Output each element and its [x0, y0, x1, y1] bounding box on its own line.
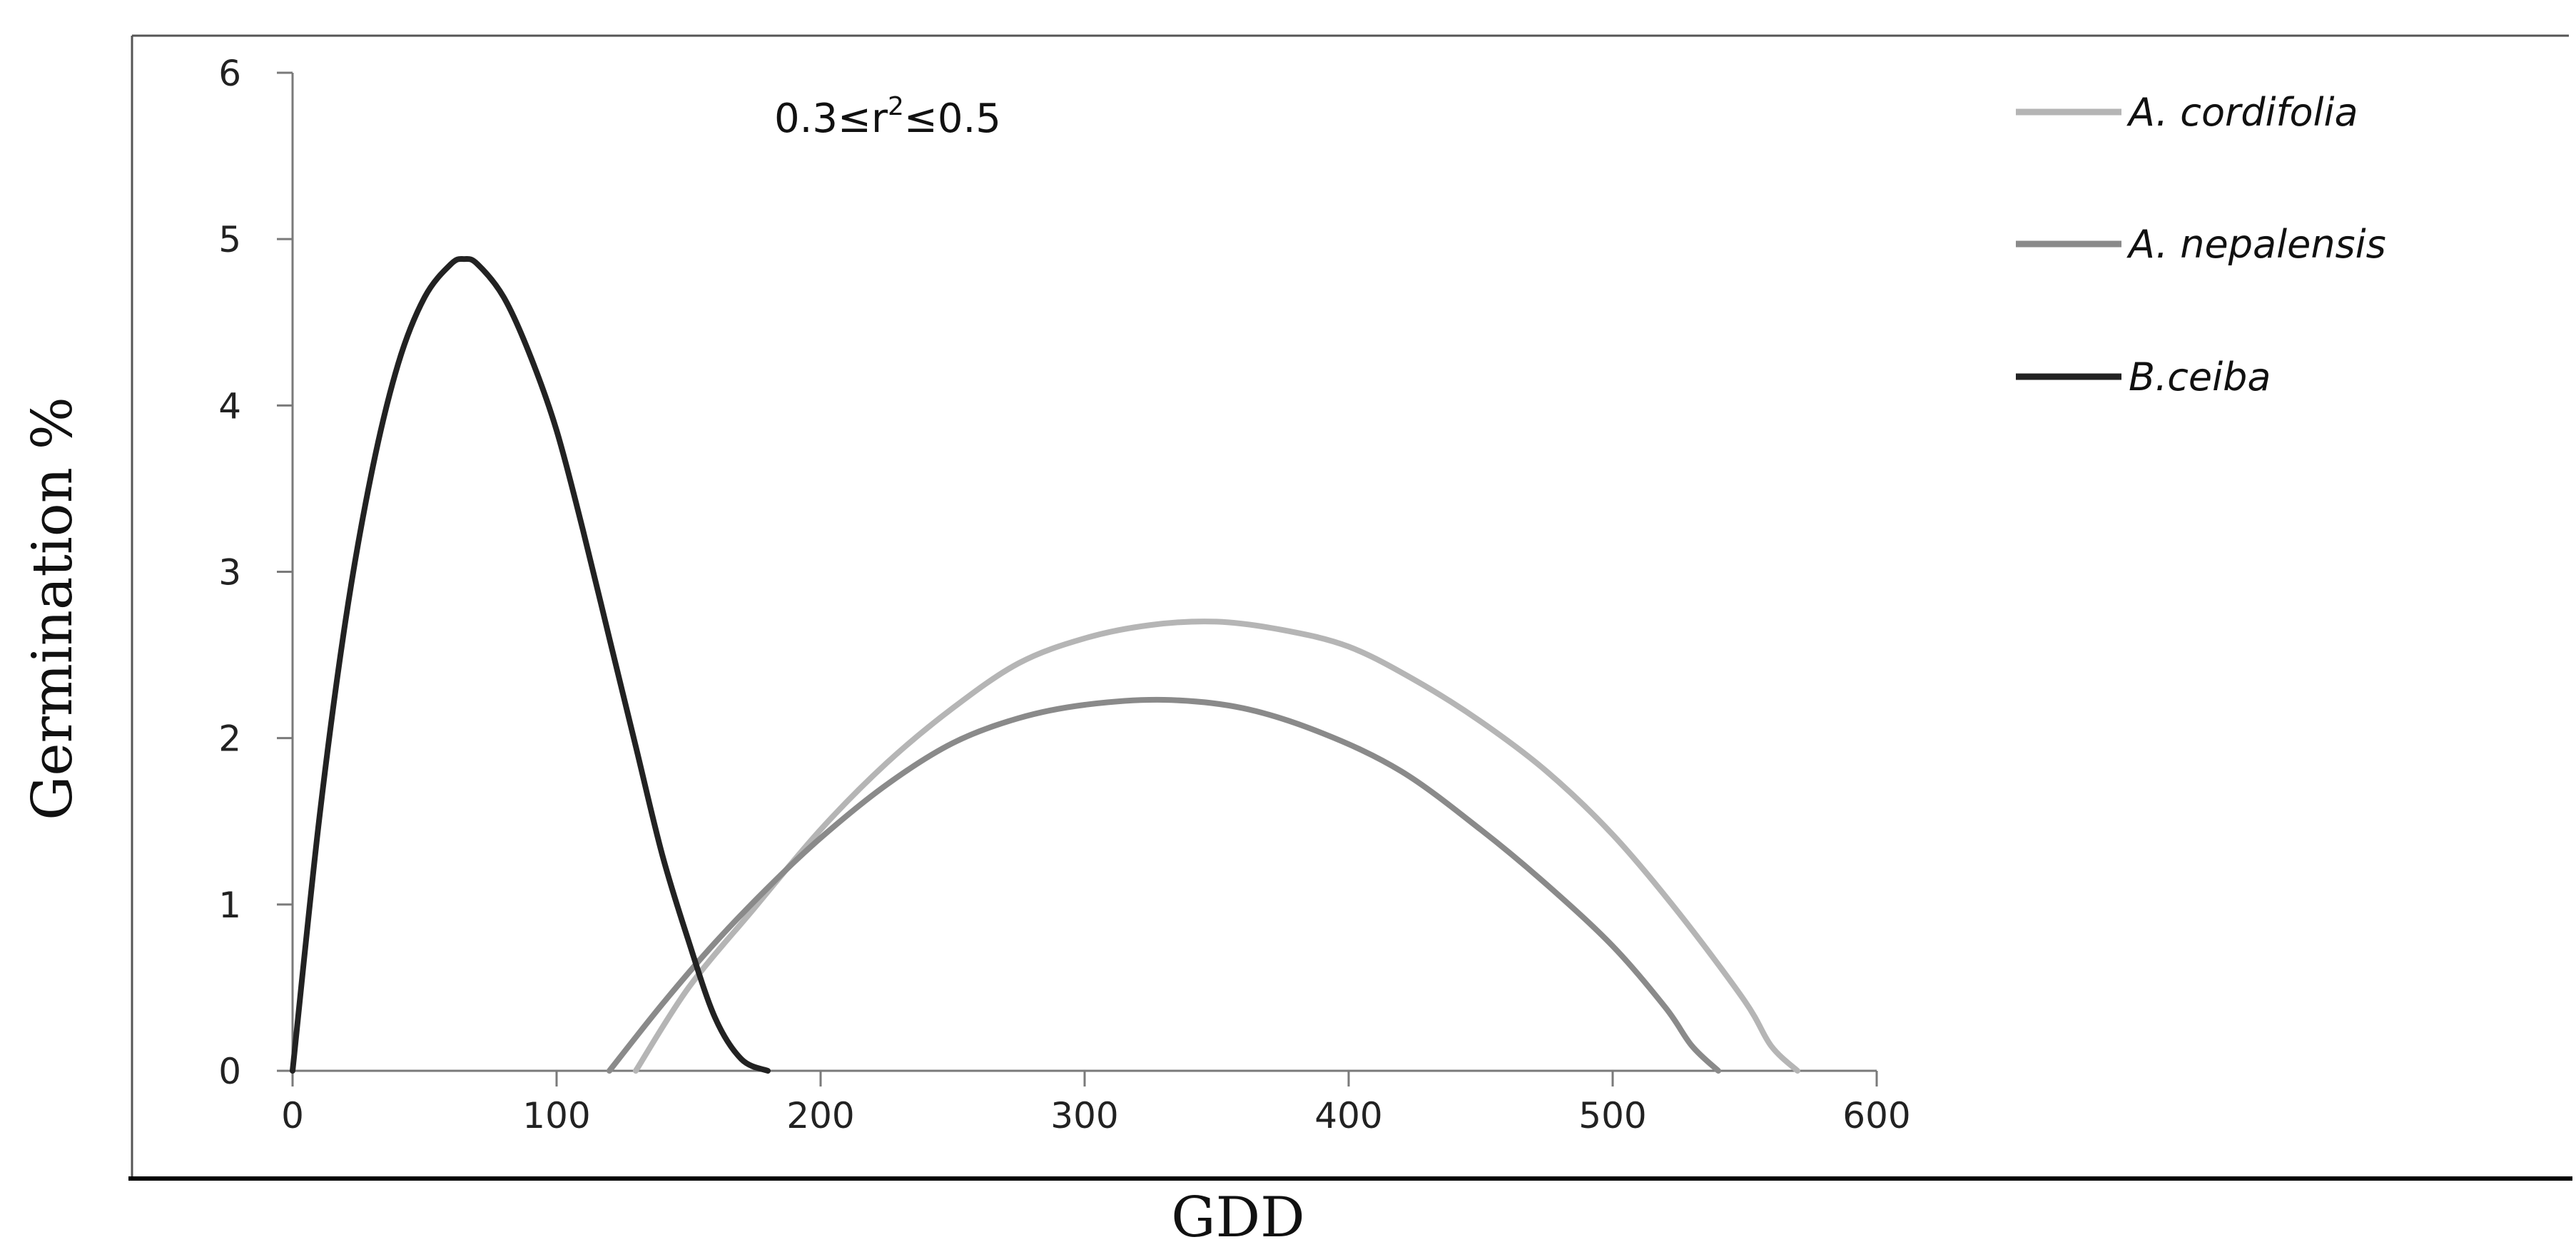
x-tick-label: 600 [1842, 1095, 1910, 1136]
x-tick-label: 200 [786, 1095, 854, 1136]
r-squared-annotation: 0.3≤r2≤0.5 [774, 92, 1001, 142]
y-tick-label: 1 [218, 885, 241, 926]
y-tick-label: 6 [218, 53, 241, 94]
legend-label-3: B.ceiba [2129, 355, 2271, 400]
x-axis-title: GDD [1171, 1186, 1304, 1250]
y-tick-label: 0 [218, 1051, 241, 1092]
series-line-1 [633, 619, 1800, 1074]
axes [291, 73, 1877, 1072]
x-tick-label: 400 [1314, 1095, 1382, 1136]
x-tick-label: 300 [1050, 1095, 1118, 1136]
x-axis-ticks: 0 100 200 300 400 500 600 [281, 1071, 1911, 1136]
y-tick-label: 4 [218, 385, 241, 427]
y-tick-label: 3 [218, 552, 241, 594]
x-tick-label: 100 [522, 1095, 590, 1136]
y-axis-title: Germination % [21, 397, 85, 820]
y-tick-label: 5 [218, 219, 241, 260]
series-line-2 [607, 696, 1721, 1074]
legend-label-2: A. nepalensis [2126, 222, 2386, 267]
series-group [290, 255, 1800, 1074]
y-axis-ticks: 0 1 2 3 4 5 6 [218, 53, 293, 1092]
series-line-3 [290, 255, 771, 1074]
annotation-suffix: ≤0.5 [904, 96, 1001, 142]
legend-label-1: A. cordifolia [2126, 90, 2358, 135]
x-tick-label: 500 [1578, 1095, 1646, 1136]
annotation-prefix: 0.3≤r [774, 96, 888, 142]
y-tick-label: 2 [218, 718, 241, 760]
annotation-superscript: 2 [888, 92, 904, 121]
legend: A. cordifolia A. nepalensis B.ceiba [2016, 90, 2386, 400]
x-tick-label: 0 [281, 1095, 304, 1136]
